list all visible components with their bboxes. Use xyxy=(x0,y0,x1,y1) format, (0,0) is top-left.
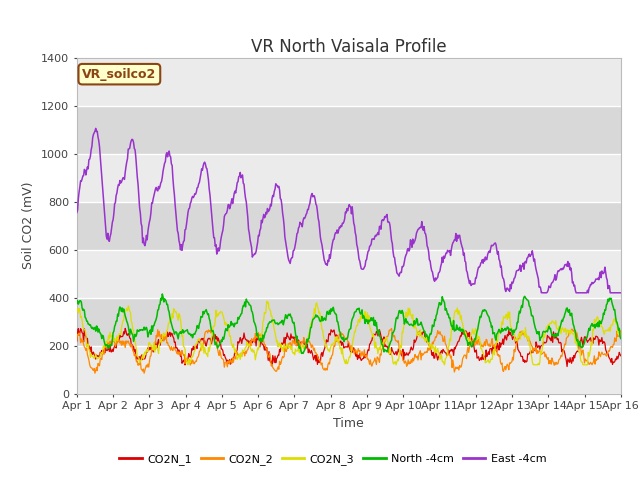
Bar xyxy=(77,58,621,106)
Bar xyxy=(77,106,621,154)
Text: VR_soilco2: VR_soilco2 xyxy=(82,68,157,81)
X-axis label: Time: Time xyxy=(333,417,364,430)
Bar xyxy=(77,346,621,394)
Bar xyxy=(77,298,621,346)
Title: VR North Vaisala Profile: VR North Vaisala Profile xyxy=(251,38,447,56)
Bar xyxy=(77,250,621,298)
Legend: CO2N_1, CO2N_2, CO2N_3, North -4cm, East -4cm: CO2N_1, CO2N_2, CO2N_3, North -4cm, East… xyxy=(115,450,550,469)
Bar xyxy=(77,154,621,202)
Y-axis label: Soil CO2 (mV): Soil CO2 (mV) xyxy=(22,182,35,269)
Bar xyxy=(77,202,621,250)
